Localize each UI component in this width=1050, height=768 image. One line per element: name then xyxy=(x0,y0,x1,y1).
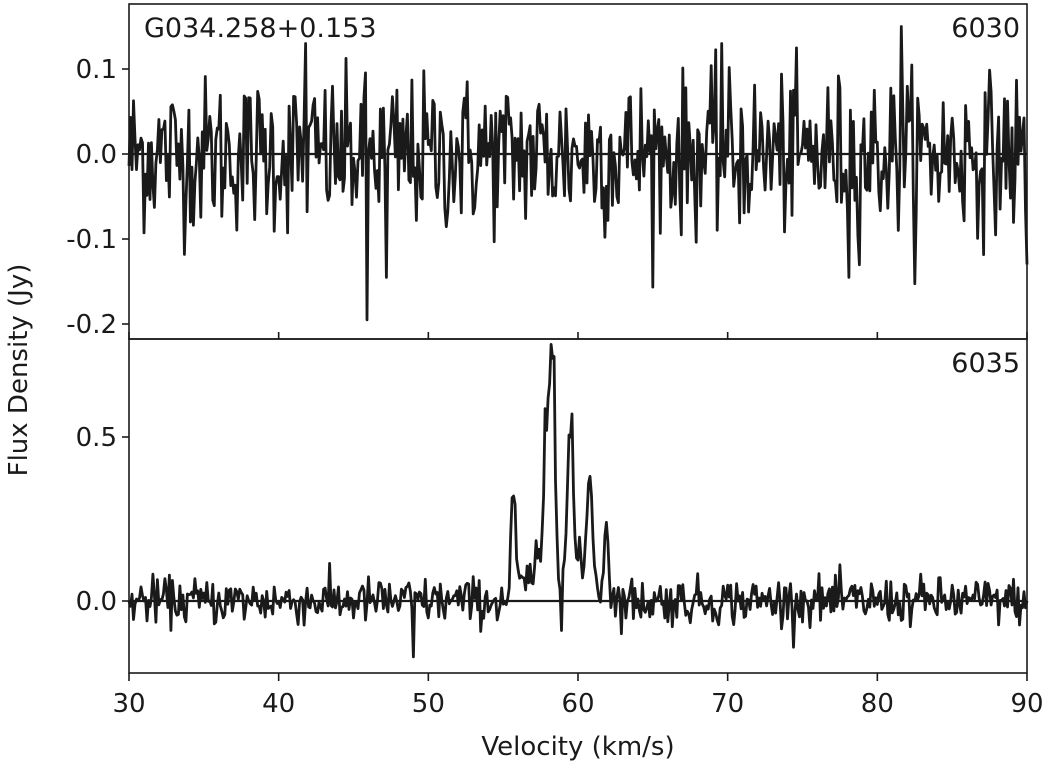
panel-6035: 0.5 0.0 6035 xyxy=(76,338,1029,674)
y-tick-label: -0.1 xyxy=(66,225,117,255)
x-tick-label: 80 xyxy=(861,689,894,719)
x-tick-label: 40 xyxy=(262,689,295,719)
x-tick-label: 50 xyxy=(412,689,445,719)
panel-6030-spectrum xyxy=(127,25,1029,322)
x-tick-label: 70 xyxy=(711,689,744,719)
y-axis-title: Flux Density (Jy) xyxy=(4,264,34,477)
panel-6035-frame xyxy=(128,338,1028,674)
x-axis-title: Velocity (km/s) xyxy=(481,732,674,762)
panel-6030-label: 6030 xyxy=(951,13,1020,44)
x-tick-label: 30 xyxy=(112,689,145,719)
y-tick-label: 0.1 xyxy=(76,55,117,85)
y-tick-label: 0.5 xyxy=(76,423,117,453)
panel-6035-spectrum xyxy=(127,343,1029,659)
panel-6035-y-axis: 0.5 0.0 xyxy=(76,423,129,617)
y-tick-label: -0.2 xyxy=(66,310,117,340)
y-tick-label: 0.0 xyxy=(76,587,117,617)
x-axis: 30 40 50 60 70 80 90 xyxy=(112,332,1044,719)
x-tick-label: 60 xyxy=(561,689,594,719)
panel-6030: 0.1 0.0 -0.1 -0.2 G034.258+0.153 6030 xyxy=(66,3,1029,340)
panel-6030-frame xyxy=(128,3,1028,340)
source-label: G034.258+0.153 xyxy=(144,13,377,44)
panel-6035-label: 6035 xyxy=(951,348,1020,379)
y-tick-label: 0.0 xyxy=(76,140,117,170)
x-tick-label: 90 xyxy=(1010,689,1043,719)
panel-6030-y-axis: 0.1 0.0 -0.1 -0.2 xyxy=(66,55,129,340)
